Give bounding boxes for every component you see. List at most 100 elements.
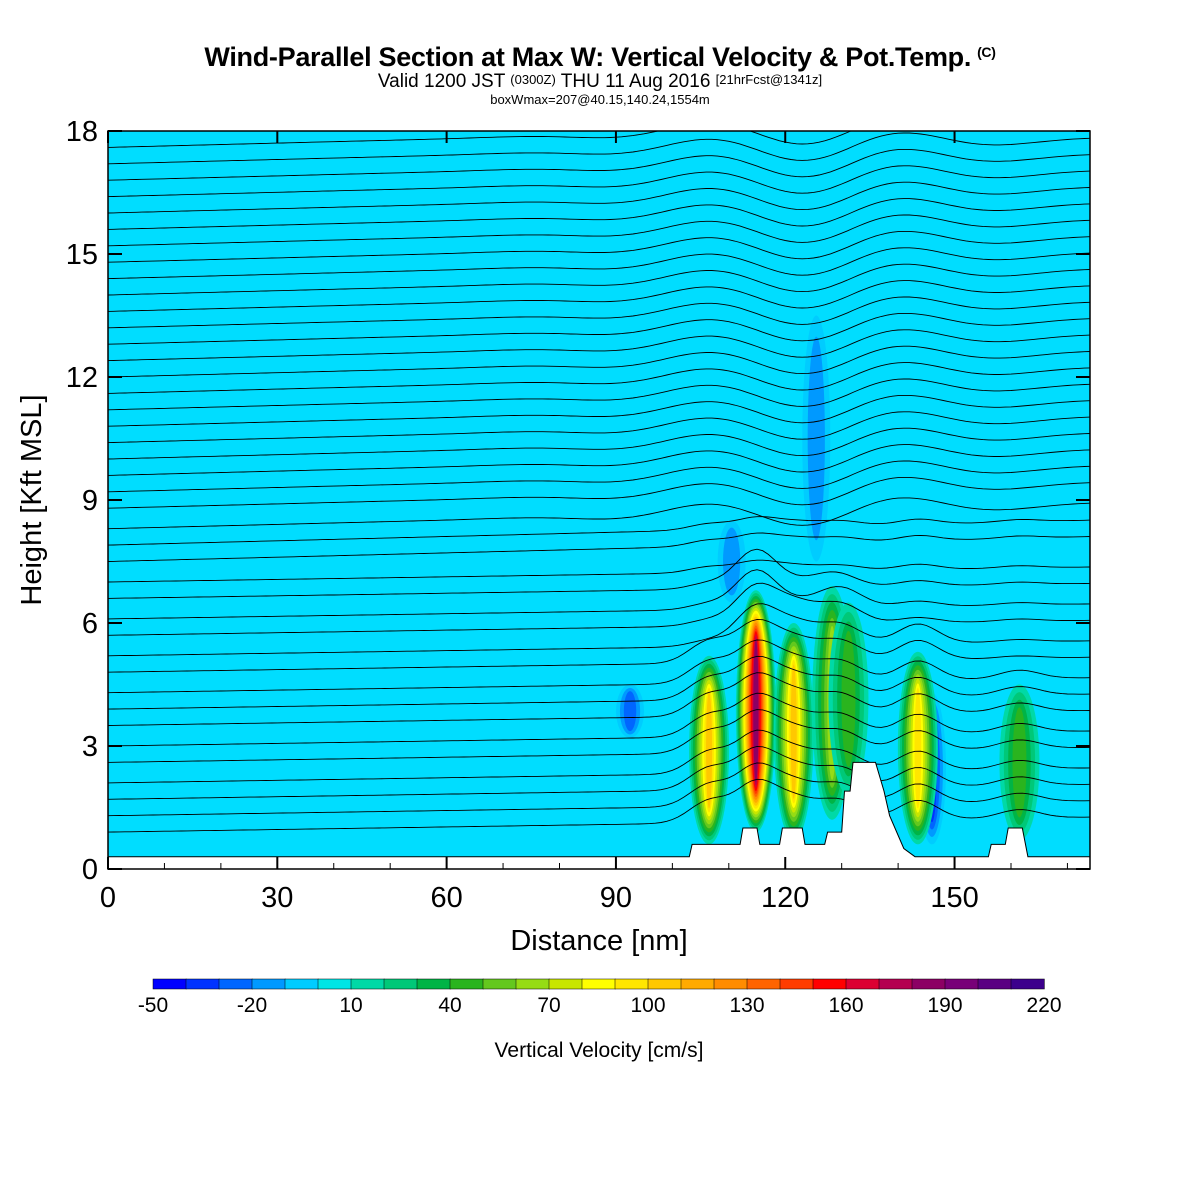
isotherm [108,394,1090,427]
terrain-mask [108,761,1090,869]
isotherm [108,603,1090,657]
colorbar-tick-label: 190 [927,994,962,1017]
y-tick-label: 0 [82,854,98,886]
colorbar-tick-label: 160 [828,994,863,1017]
updraft-level [914,687,922,809]
valid-time: Valid 1200 JST [377,71,505,92]
colorbar-tick-label: 220 [1026,994,1061,1017]
updraft-level [790,664,797,799]
colorbar-swatch [515,978,550,990]
updraft-level [753,639,759,783]
colorbar-tick-label: 100 [630,994,665,1017]
colorbar-tick-label: -20 [237,994,267,1017]
isotherm [108,247,1090,280]
colorbar-swatch [746,978,781,990]
isotherm [108,476,1090,509]
chart-subtitle: Valid 1200 JST (0300Z) THU 11 Aug 2016 [… [0,71,1200,93]
theta-contours [108,131,1090,833]
isotherm [108,444,1090,476]
chart-title-text: Wind-Parallel Section at Max W: Vertical… [204,42,972,72]
colorbar-swatch [614,978,649,990]
isotherm [108,280,1090,312]
isotherm [108,131,852,148]
colorbar-swatch [152,978,187,990]
x-tick-label: 120 [761,882,809,914]
y-tick-label: 6 [82,608,98,640]
isotherm [108,497,1090,530]
isotherm [108,148,1090,181]
colorbar-tick-label: 10 [339,994,362,1017]
isotherm [108,559,1090,583]
colorbar-swatch [944,978,979,990]
y-axis-label: Height [Kft MSL] [16,394,48,605]
colorbar-tick-label: 130 [729,994,764,1017]
colorbar-swatch [449,978,484,990]
isotherm [108,618,1090,673]
isotherm [108,165,1090,198]
colorbar-swatch [680,978,715,990]
colorbar-label: Vertical Velocity [cm/s] [495,1039,704,1062]
y-tick-label: 12 [66,362,98,394]
terrain [108,761,1090,869]
colorbar-swatch [317,978,352,990]
box-wmax-info: boxWmax=207@40.15,140.24,1554m [490,92,710,107]
x-tick-label: 0 [100,882,116,914]
y-tick-label: 18 [66,116,98,148]
isotherm [108,460,1090,493]
colorbar-swatch [647,978,682,990]
colorbar-swatch [251,978,286,990]
colorbar-swatch [284,978,319,990]
colorbar-swatch [548,978,583,990]
isotherm [108,709,1090,763]
isotherm [108,729,1090,784]
chart-title: Wind-Parallel Section at Max W: Vertical… [0,42,1200,73]
isotherm [108,198,1090,230]
isotherm [108,778,1090,833]
y-tick-label: 9 [82,485,98,517]
valid-date: THU 11 Aug 2016 [560,71,711,92]
isotherm [108,582,1090,636]
colorbar-swatch [581,978,616,990]
colorbar-swatch [812,978,847,990]
colorbar-swatch [350,978,385,990]
isotherm [108,132,1090,165]
x-tick-label: 150 [930,882,978,914]
downdraft-level [623,691,637,732]
forecast-info: [21hrFcst@1341z] [715,72,823,87]
isotherm [108,655,1090,710]
isotherm [108,378,1090,411]
valid-utc: (0300Z) [510,72,556,87]
isotherm [108,762,1090,817]
isotherm [108,296,1090,329]
chart-title-tag: (C) [977,44,996,60]
colorbar-swatch [482,978,517,990]
colorbar-swatch [185,978,220,990]
isotherm [108,532,1090,562]
isotherm [108,516,1090,546]
colorbar-swatch [845,978,880,990]
isotherm [108,181,1090,214]
downdraft-level [723,527,741,596]
isotherm [108,427,1090,460]
axes: 0 30 60 90 120 150 0 3 6 9 12 15 18 [66,116,1090,914]
isotherm [108,411,1090,444]
isotherm [108,214,1090,247]
isotherm [108,639,1090,694]
isotherm [108,672,1090,726]
isotherm [108,362,1090,394]
colorbar-tick-label: 70 [537,994,560,1017]
isotherm [108,548,1090,599]
colorbar-swatch [977,978,1012,990]
isotherm [108,230,1090,263]
isotherm [108,263,1090,296]
isotherm [108,569,1090,620]
x-tick-label: 90 [600,882,632,914]
isotherm [108,746,1090,800]
y-tick-label: 15 [66,239,98,271]
colorbar-swatch [713,978,748,990]
isotherm [108,312,1090,345]
colorbar-swatch [383,978,418,990]
colorbar: -50 -20 10 40 70 100 130 160 190 220 [138,978,1062,1017]
x-tick-label: 60 [430,882,462,914]
